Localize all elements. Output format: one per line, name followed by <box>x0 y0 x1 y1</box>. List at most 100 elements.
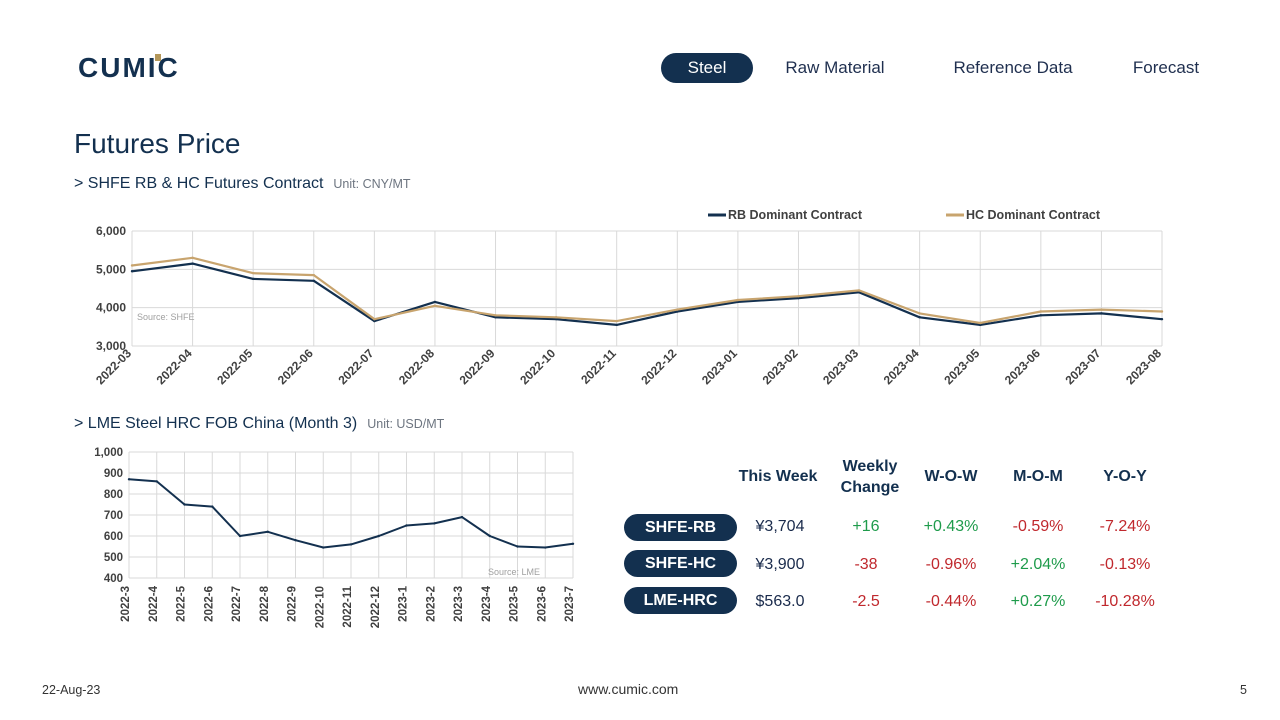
legend-label: RB Dominant Contract <box>728 208 863 222</box>
data-point <box>322 546 325 549</box>
cell-yoy: -7.24% <box>1099 518 1151 535</box>
x-tick-label: 2022-05 <box>214 346 255 387</box>
x-tick-label: 2023-1 <box>398 585 410 621</box>
col-weekly-change: Weekly Change <box>840 458 900 496</box>
x-tick-label: 2022-09 <box>457 346 498 387</box>
y-tick-label: 600 <box>104 531 123 543</box>
nav-raw-material[interactable]: Raw Material <box>785 58 885 77</box>
source-note: Source: SHFE <box>137 312 195 322</box>
cumic-logo: CUMIC <box>78 54 180 80</box>
col-this-week: This Week <box>738 468 818 485</box>
data-point <box>460 515 464 519</box>
data-point <box>736 300 740 304</box>
x-tick-label: 2023-4 <box>481 585 493 621</box>
data-point <box>373 317 376 321</box>
x-tick-label: 2023-02 <box>760 346 801 387</box>
data-point <box>918 316 921 319</box>
row-label-shfe-rb: SHFE-RB <box>624 514 737 541</box>
footer-site[interactable]: www.cumic.com <box>578 681 679 697</box>
x-tick-label: 2023-03 <box>820 346 861 387</box>
data-point <box>191 262 194 265</box>
data-point <box>516 545 519 548</box>
col-yoy: Y-O-Y <box>1103 468 1147 485</box>
top-nav: Steel Raw Material Reference Data Foreca… <box>0 53 1280 83</box>
data-point <box>615 323 618 327</box>
data-point <box>797 294 800 298</box>
x-tick-label: 2023-04 <box>881 346 922 387</box>
section1-title: > SHFE RB & HC Futures Contract <box>74 175 324 192</box>
data-point <box>377 534 380 538</box>
data-point <box>349 543 353 546</box>
series-line-2 <box>131 256 1163 325</box>
x-tick-label: 2023-06 <box>1002 346 1043 387</box>
x-tick-label: 2022-8 <box>259 585 271 621</box>
x-tick-label: 2023-3 <box>453 586 465 622</box>
row-label-shfe-hc: SHFE-HC <box>624 550 737 577</box>
nav-reference-data[interactable]: Reference Data <box>953 58 1073 77</box>
cell-wow: -0.44% <box>925 593 977 610</box>
x-tick-label: 2022-4 <box>148 585 160 621</box>
data-point <box>1039 314 1043 317</box>
cell-mom: +0.27% <box>1010 593 1066 610</box>
x-tick-label: 2023-5 <box>509 585 521 621</box>
x-tick-label: 2023-08 <box>1123 346 1164 387</box>
x-tick-label: 2023-6 <box>536 586 548 622</box>
cell-weekly-change: +16 <box>852 518 880 535</box>
data-point <box>554 316 558 319</box>
nav-forecast[interactable]: Forecast <box>1132 58 1200 77</box>
data-point <box>544 546 547 549</box>
nav-steel[interactable]: Steel <box>661 53 753 83</box>
x-tick-label: 2022-06 <box>275 346 316 387</box>
y-tick-label: 800 <box>104 489 123 501</box>
y-tick-label: 500 <box>104 552 123 564</box>
cell-mom: -0.59% <box>1012 518 1064 535</box>
data-point <box>373 319 376 323</box>
data-point <box>191 256 194 260</box>
data-point <box>238 534 242 538</box>
data-point <box>676 310 679 313</box>
data-point <box>312 273 315 277</box>
section2-unit: Unit: USD/MT <box>367 417 445 431</box>
y-tick-label: 400 <box>104 573 123 585</box>
data-point <box>979 321 982 325</box>
cell-this-week: ¥3,704 <box>755 518 805 535</box>
footer-date: 22-Aug-23 <box>42 683 101 697</box>
data-point <box>183 503 186 506</box>
col-mom: M-O-M <box>1013 468 1063 485</box>
x-tick-label: 2022-11 <box>578 346 619 387</box>
data-point <box>615 319 618 323</box>
data-point <box>1100 308 1103 311</box>
y-tick-label: 4,000 <box>96 301 126 315</box>
cell-yoy: -10.28% <box>1095 593 1155 610</box>
data-point <box>211 505 214 508</box>
cell-this-week: $563.0 <box>755 593 805 610</box>
data-point <box>797 296 800 300</box>
series-line-1 <box>131 262 1163 327</box>
data-point <box>155 480 158 483</box>
svg-text:CUMIC: CUMIC <box>78 54 180 80</box>
source-note: Source: LME <box>488 567 540 577</box>
y-tick-label: 3,000 <box>96 339 126 353</box>
cell-mom: +2.04% <box>1010 556 1066 573</box>
data-point <box>918 312 921 315</box>
x-tick-label: 2023-2 <box>425 586 437 622</box>
data-point <box>294 539 297 542</box>
data-point <box>494 314 497 317</box>
x-tick-label: 2023-05 <box>941 346 982 387</box>
data-point <box>130 264 134 267</box>
data-point <box>979 323 982 327</box>
data-point <box>433 300 437 304</box>
data-point <box>571 542 575 545</box>
page-number: 5 <box>1240 683 1247 697</box>
x-tick-label: 2022-11 <box>342 585 354 627</box>
y-tick-label: 1,000 <box>94 447 123 459</box>
x-tick-label: 2023-01 <box>699 346 740 387</box>
data-point <box>312 279 315 283</box>
data-point <box>251 271 255 275</box>
cell-yoy: -0.13% <box>1099 556 1151 573</box>
section2-title: > LME Steel HRC FOB China (Month 3) <box>74 415 358 432</box>
cell-weekly-change: -38 <box>854 556 878 573</box>
section1-heading: > SHFE RB & HC Futures Contract Unit: CNY… <box>74 175 411 193</box>
x-tick-label: 2022-10 <box>314 586 326 628</box>
